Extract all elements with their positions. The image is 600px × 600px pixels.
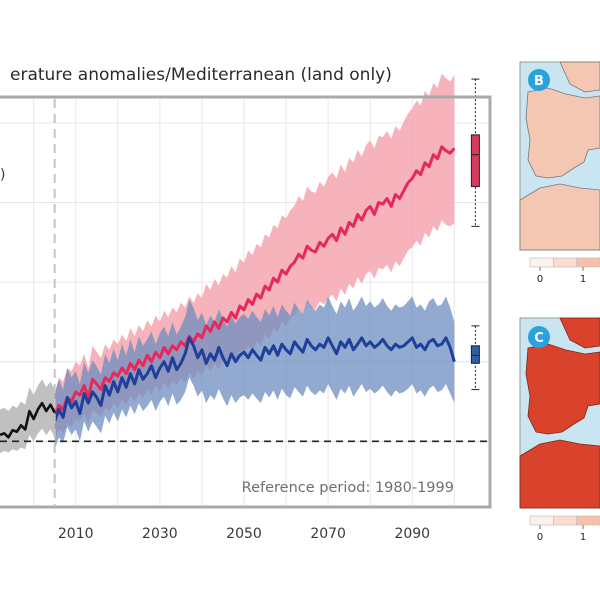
x-tick-label: 2030 (142, 526, 178, 542)
boxplot-box (470, 134, 480, 188)
map-b-iberia (525, 87, 600, 179)
colorbar-tick-label: 0 (537, 532, 543, 543)
chart-title: erature anomalies/Mediterranean (land on… (10, 65, 392, 85)
colorbar-cell (553, 515, 577, 526)
map-b-france (559, 61, 600, 93)
series-blue-line (53, 336, 456, 422)
colorbar-tick-label: 0 (537, 274, 543, 285)
series-blue-band (54, 296, 455, 450)
colorbar-cell (553, 257, 577, 268)
boxplot-box (470, 345, 480, 364)
map-c-iberia (525, 343, 600, 435)
left-label-fragment: ) (0, 167, 5, 183)
x-tick-label: 2070 (310, 526, 346, 542)
map-b-badge (528, 69, 550, 91)
x-tick-label: 2090 (394, 526, 430, 542)
reference-period-label: Reference period: 1980-1999 (242, 480, 454, 496)
series-red-line (53, 145, 456, 418)
plot-frame (0, 95, 492, 509)
x-axis-ticks: 2010 2030 2050 2070 2090 (58, 526, 430, 542)
map-c-north-africa (519, 439, 600, 509)
colorbar-tick-label: 1 (580, 274, 586, 285)
colorbar-cell (529, 515, 554, 526)
colorbar-cell (576, 257, 600, 268)
map-b-north-africa (519, 183, 600, 251)
main-plot: ) Reference period: 1980-1999 2010 2030 20… (0, 73, 492, 542)
map-b-label: B (534, 74, 544, 89)
x-tick-label: 2010 (58, 526, 94, 542)
map-c-france (559, 317, 600, 349)
map-c-badge (528, 326, 550, 348)
colorbar-tick-label: 1 (580, 532, 586, 543)
series-lines (0, 145, 456, 439)
historical-line (0, 401, 56, 439)
x-tick-label: 2050 (226, 526, 262, 542)
boxplots (470, 78, 480, 391)
colorbar-cell (576, 515, 600, 526)
map-c-label: C (534, 331, 544, 346)
colorbar-cell (529, 257, 554, 268)
